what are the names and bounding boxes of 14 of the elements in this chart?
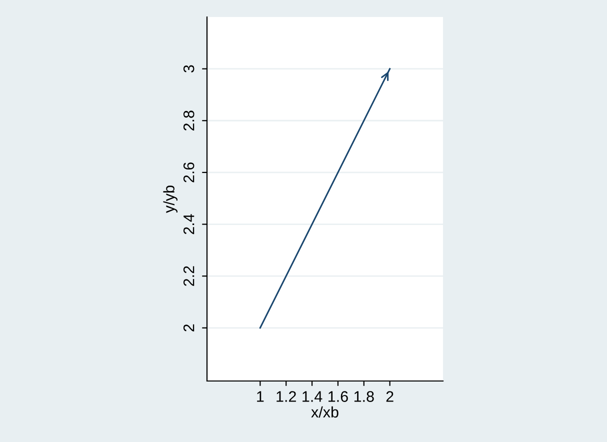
- x-tick-label: 1.4: [302, 391, 322, 402]
- y-tick-label: 2: [183, 324, 194, 332]
- x-tick-label: 1: [257, 391, 264, 402]
- y-tick-label: 2.2: [183, 266, 194, 286]
- y-tick-label: 3: [183, 65, 194, 72]
- x-axis-title: x/xb: [311, 406, 338, 418]
- x-tick-label: 1.8: [354, 391, 374, 402]
- x-tick-label: 1.6: [328, 391, 348, 402]
- y-tick-label: 2.6: [183, 162, 194, 182]
- x-tick-label: 1.2: [276, 391, 296, 402]
- y-tick-label: 2.8: [183, 110, 194, 130]
- x-tick-label: 2: [386, 391, 394, 402]
- y-axis-title: y/yb: [163, 186, 178, 213]
- y-tick-label: 2.4: [183, 214, 194, 234]
